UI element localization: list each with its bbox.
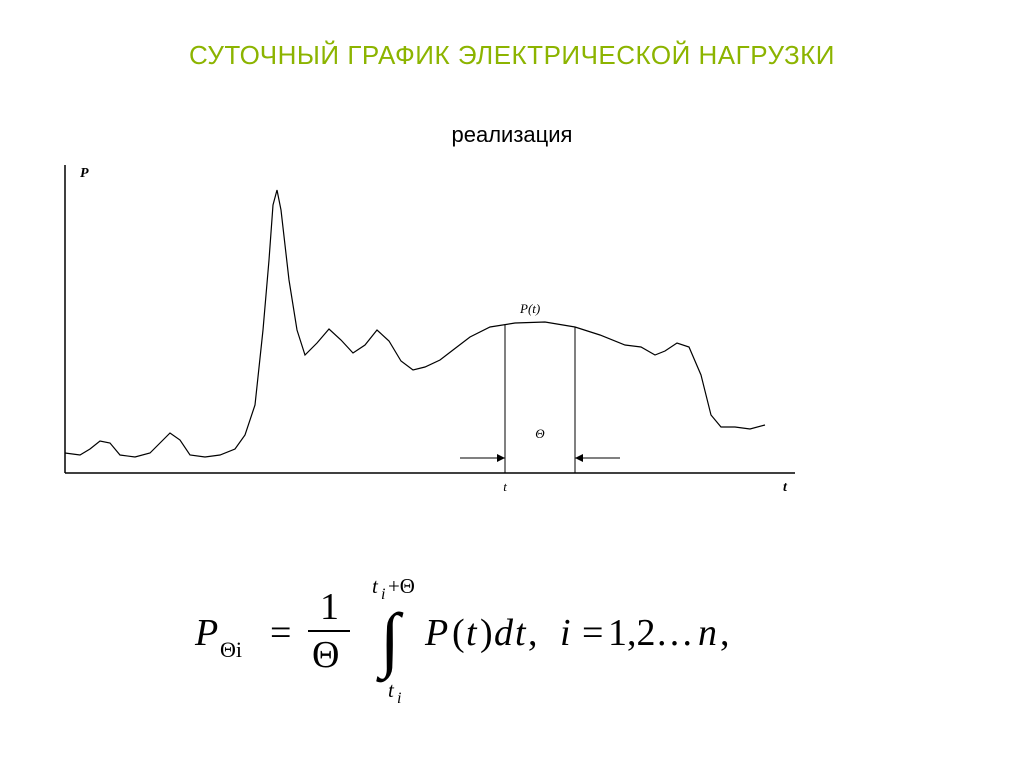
interval-arrows bbox=[460, 454, 620, 462]
svg-text:(: ( bbox=[452, 612, 465, 654]
svg-text:t: t bbox=[466, 612, 478, 654]
load-chart: P t P(t) Θ t bbox=[45, 155, 825, 515]
slide: СУТОЧНЫЙ ГРАФИК ЭЛЕКТРИЧЕСКОЙ НАГРУЗКИ р… bbox=[0, 0, 1024, 767]
svg-text:): ) bbox=[480, 612, 493, 654]
svg-text:,: , bbox=[720, 612, 730, 654]
svg-text:t: t bbox=[388, 678, 395, 702]
svg-text:t: t bbox=[372, 574, 379, 598]
load-curve bbox=[65, 190, 765, 457]
svg-text:i: i bbox=[560, 612, 571, 654]
svg-text:=: = bbox=[270, 612, 291, 654]
theta-label: Θ bbox=[535, 426, 545, 441]
svg-text:P: P bbox=[424, 612, 448, 654]
svg-text:+Θ: +Θ bbox=[388, 574, 415, 598]
svg-text:d: d bbox=[494, 612, 514, 654]
x-axis-label: t bbox=[783, 480, 788, 495]
interval-t-label: t bbox=[503, 479, 507, 494]
svg-text:i: i bbox=[381, 586, 385, 603]
svg-text:=: = bbox=[582, 612, 603, 654]
svg-text:∫: ∫ bbox=[376, 599, 404, 683]
svg-text:t: t bbox=[515, 612, 527, 654]
curve-label: P(t) bbox=[519, 301, 540, 316]
svg-text:i: i bbox=[397, 690, 401, 707]
page-title: СУТОЧНЫЙ ГРАФИК ЭЛЕКТРИЧЕСКОЙ НАГРУЗКИ bbox=[0, 40, 1024, 71]
svg-text:1: 1 bbox=[320, 586, 339, 628]
svg-text:n: n bbox=[698, 612, 717, 654]
y-axis-label: P bbox=[80, 166, 89, 181]
averaging-formula: PΘi=1Θ∫ti+ΘtiP(t)dt,i=1,2…n, bbox=[190, 545, 830, 715]
page-subtitle: реализация bbox=[0, 122, 1024, 148]
svg-text:Θ: Θ bbox=[312, 634, 339, 676]
svg-text:Θi: Θi bbox=[220, 637, 242, 662]
svg-text:,: , bbox=[528, 612, 538, 654]
svg-text:1,2…: 1,2… bbox=[608, 612, 694, 654]
svg-text:P: P bbox=[194, 612, 218, 654]
